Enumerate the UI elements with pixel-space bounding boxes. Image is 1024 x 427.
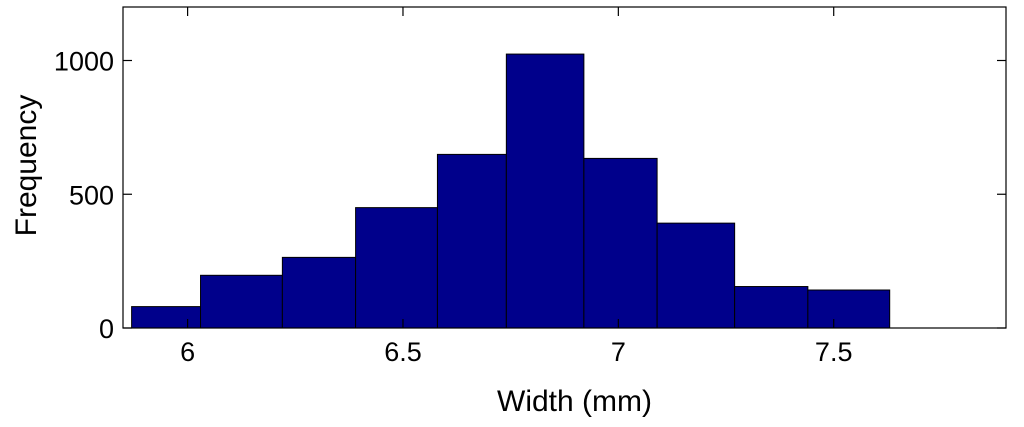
y-tick-label: 500 — [69, 180, 114, 210]
histogram-bar — [281, 256, 357, 329]
histogram-bar — [200, 274, 283, 329]
bars — [131, 53, 891, 329]
histogram-bar — [436, 153, 507, 329]
histogram-bar — [656, 222, 736, 329]
ticks — [123, 7, 1006, 329]
histogram-bar — [734, 286, 809, 329]
x-axis-label: Width (mm) — [497, 385, 652, 418]
x-tick-label: 7 — [611, 337, 626, 367]
y-axis-label: Frequency — [10, 95, 43, 237]
x-tick-label: 6.5 — [384, 337, 422, 367]
x-tick-label: 7.5 — [815, 337, 853, 367]
histogram-bar — [505, 53, 585, 329]
histogram-bar — [807, 289, 891, 329]
x-tick-labels: 6 6.5 7 7.5 — [180, 337, 852, 367]
y-tick-labels: 0 500 1000 — [54, 47, 114, 345]
histogram-bar — [131, 306, 202, 329]
plot-area: 6 6.5 7 7.5 0 500 1000 — [54, 6, 1007, 367]
y-tick-label: 0 — [99, 314, 114, 344]
y-tick-label: 1000 — [54, 47, 114, 77]
histogram-bar — [583, 157, 658, 329]
x-tick-label: 6 — [180, 337, 195, 367]
axes-frame — [122, 6, 1007, 329]
histogram-bar — [355, 207, 438, 329]
